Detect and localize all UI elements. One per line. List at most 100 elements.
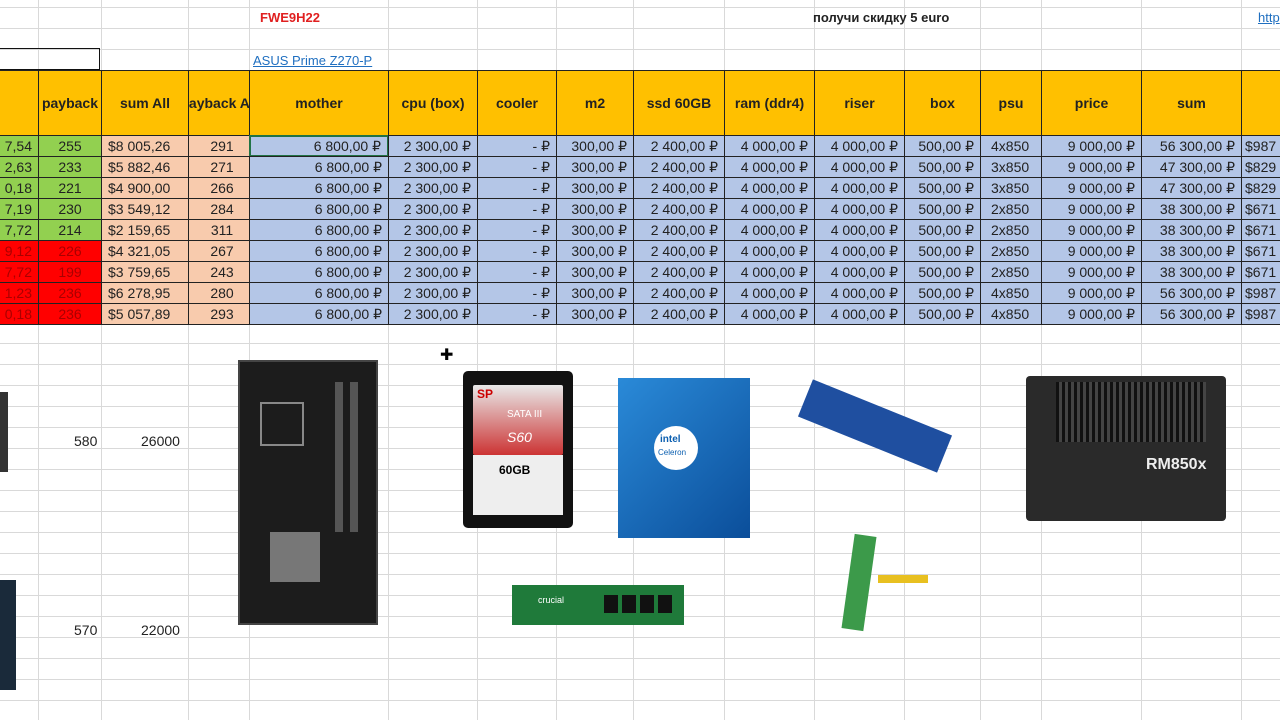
cell-price[interactable]: 9 000,00 ₽ <box>1041 177 1142 199</box>
cell-cpu[interactable]: 2 300,00 ₽ <box>388 282 478 304</box>
cell-sum[interactable]: 56 300,00 ₽ <box>1141 135 1242 157</box>
cell-m2[interactable]: 300,00 ₽ <box>556 303 634 325</box>
cell-sum-all[interactable]: $5 057,89 <box>101 303 189 325</box>
cell-psu[interactable]: 4x850 <box>980 135 1042 157</box>
cell-m2[interactable]: 300,00 ₽ <box>556 135 634 157</box>
cpu-box-image[interactable]: intel Celeron <box>618 378 750 538</box>
cell-cooler[interactable]: - ₽ <box>477 240 557 262</box>
header-price[interactable]: price <box>1041 70 1142 136</box>
cell-sum[interactable]: 56 300,00 ₽ <box>1141 303 1242 325</box>
cell-price[interactable]: 9 000,00 ₽ <box>1041 261 1142 283</box>
header-m2[interactable]: m2 <box>556 70 634 136</box>
header-payback-all[interactable]: payback All <box>188 70 250 136</box>
cell-mother[interactable]: 6 800,00 ₽ <box>249 156 389 178</box>
cell-cpu[interactable]: 2 300,00 ₽ <box>388 135 478 157</box>
cell-col-a[interactable]: 7,72 <box>0 261 39 283</box>
cell-sum-all[interactable]: $2 159,65 <box>101 219 189 241</box>
cell-cooler[interactable]: - ₽ <box>477 198 557 220</box>
cell-psu[interactable]: 3x850 <box>980 156 1042 178</box>
cell-box[interactable]: 500,00 ₽ <box>904 219 981 241</box>
cell-payback[interactable]: 233 <box>38 156 102 178</box>
cell-sum-all[interactable]: $4 900,00 <box>101 177 189 199</box>
cell-col-a[interactable]: 1,23 <box>0 282 39 304</box>
cell-mother[interactable]: 6 800,00 ₽ <box>249 198 389 220</box>
cell-psu[interactable]: 2x850 <box>980 240 1042 262</box>
cell-box[interactable]: 500,00 ₽ <box>904 156 981 178</box>
cell-cooler[interactable]: - ₽ <box>477 282 557 304</box>
cell-ram[interactable]: 4 000,00 ₽ <box>724 303 815 325</box>
cell-payback[interactable]: 236 <box>38 282 102 304</box>
cell-payback-all[interactable]: 243 <box>188 261 250 283</box>
cell-payback-all[interactable]: 266 <box>188 177 250 199</box>
cell-mother[interactable]: 6 800,00 ₽ <box>249 261 389 283</box>
cell-payback-all[interactable]: 284 <box>188 198 250 220</box>
motherboard-image[interactable] <box>238 360 378 625</box>
cell-col-a[interactable]: 2,63 <box>0 156 39 178</box>
cell-payback[interactable]: 214 <box>38 219 102 241</box>
cell-ram[interactable]: 4 000,00 ₽ <box>724 240 815 262</box>
cell-box[interactable]: 500,00 ₽ <box>904 282 981 304</box>
cell-usd[interactable]: $987 <box>1241 303 1280 325</box>
cell-cpu[interactable]: 2 300,00 ₽ <box>388 177 478 199</box>
cell-payback-all[interactable]: 293 <box>188 303 250 325</box>
cell-price[interactable]: 9 000,00 ₽ <box>1041 156 1142 178</box>
header-psu[interactable]: psu <box>980 70 1042 136</box>
cell-cooler[interactable]: - ₽ <box>477 177 557 199</box>
cell-psu[interactable]: 2x850 <box>980 261 1042 283</box>
cell-payback-all[interactable]: 280 <box>188 282 250 304</box>
cell-price[interactable]: 9 000,00 ₽ <box>1041 135 1142 157</box>
cell-ram[interactable]: 4 000,00 ₽ <box>724 219 815 241</box>
cell-riser[interactable]: 4 000,00 ₽ <box>814 219 905 241</box>
cell-riser[interactable]: 4 000,00 ₽ <box>814 198 905 220</box>
cell-sum-all[interactable]: $8 005,26 <box>101 135 189 157</box>
m2-adapter-image[interactable] <box>838 533 938 635</box>
cell-ssd[interactable]: 2 400,00 ₽ <box>633 261 725 283</box>
cell-ram[interactable]: 4 000,00 ₽ <box>724 261 815 283</box>
cell-psu[interactable]: 4x850 <box>980 303 1042 325</box>
cell-payback[interactable]: 255 <box>38 135 102 157</box>
link-partial[interactable]: http <box>1258 10 1280 25</box>
header-payback[interactable]: payback <box>38 70 102 136</box>
cell-payback-all[interactable]: 311 <box>188 219 250 241</box>
header-col-a[interactable] <box>0 70 39 136</box>
cell-ram[interactable]: 4 000,00 ₽ <box>724 198 815 220</box>
cell-m2[interactable]: 300,00 ₽ <box>556 177 634 199</box>
cell-sum-all[interactable]: $4 321,05 <box>101 240 189 262</box>
cell-col-a[interactable]: 7,72 <box>0 219 39 241</box>
header-box[interactable]: box <box>904 70 981 136</box>
cell-col-a[interactable]: 7,19 <box>0 198 39 220</box>
cell-cooler[interactable]: - ₽ <box>477 219 557 241</box>
cell-box[interactable]: 500,00 ₽ <box>904 177 981 199</box>
ssd-image[interactable]: SP SATA III S60 60GB <box>463 371 573 528</box>
cell-usd[interactable]: $829 <box>1241 156 1280 178</box>
psu-image[interactable]: RM850x <box>1026 376 1226 521</box>
cell-sum-all[interactable]: $6 278,95 <box>101 282 189 304</box>
cell-sum[interactable]: 38 300,00 ₽ <box>1141 240 1242 262</box>
cell-col-a[interactable]: 0,18 <box>0 177 39 199</box>
cell-psu[interactable]: 2x850 <box>980 198 1042 220</box>
cell-price[interactable]: 9 000,00 ₽ <box>1041 219 1142 241</box>
cell-sum[interactable]: 38 300,00 ₽ <box>1141 198 1242 220</box>
cell-usd[interactable]: $829 <box>1241 177 1280 199</box>
cell-ssd[interactable]: 2 400,00 ₽ <box>633 282 725 304</box>
cell-m2[interactable]: 300,00 ₽ <box>556 240 634 262</box>
cell-cooler[interactable]: - ₽ <box>477 156 557 178</box>
mother-link[interactable]: ASUS Prime Z270-P <box>253 53 373 68</box>
cell-riser[interactable]: 4 000,00 ₽ <box>814 261 905 283</box>
cell-usd[interactable]: $987 <box>1241 282 1280 304</box>
cell-sum-all[interactable]: $5 882,46 <box>101 156 189 178</box>
cell-cpu[interactable]: 2 300,00 ₽ <box>388 240 478 262</box>
cell-usd[interactable]: $671 <box>1241 261 1280 283</box>
cell-ram[interactable]: 4 000,00 ₽ <box>724 282 815 304</box>
cell-mother[interactable]: 6 800,00 ₽ <box>249 219 389 241</box>
header-usd[interactable]: $ <box>1241 70 1280 136</box>
cell-mother[interactable]: 6 800,00 ₽ <box>249 303 389 325</box>
cell-sum[interactable]: 38 300,00 ₽ <box>1141 219 1242 241</box>
cell-sum[interactable]: 38 300,00 ₽ <box>1141 261 1242 283</box>
cell-box[interactable]: 500,00 ₽ <box>904 135 981 157</box>
cell-payback[interactable]: 230 <box>38 198 102 220</box>
header-sum-all[interactable]: sum All <box>101 70 189 136</box>
cell-payback[interactable]: 221 <box>38 177 102 199</box>
cell-box[interactable]: 500,00 ₽ <box>904 198 981 220</box>
cell-riser[interactable]: 4 000,00 ₽ <box>814 240 905 262</box>
